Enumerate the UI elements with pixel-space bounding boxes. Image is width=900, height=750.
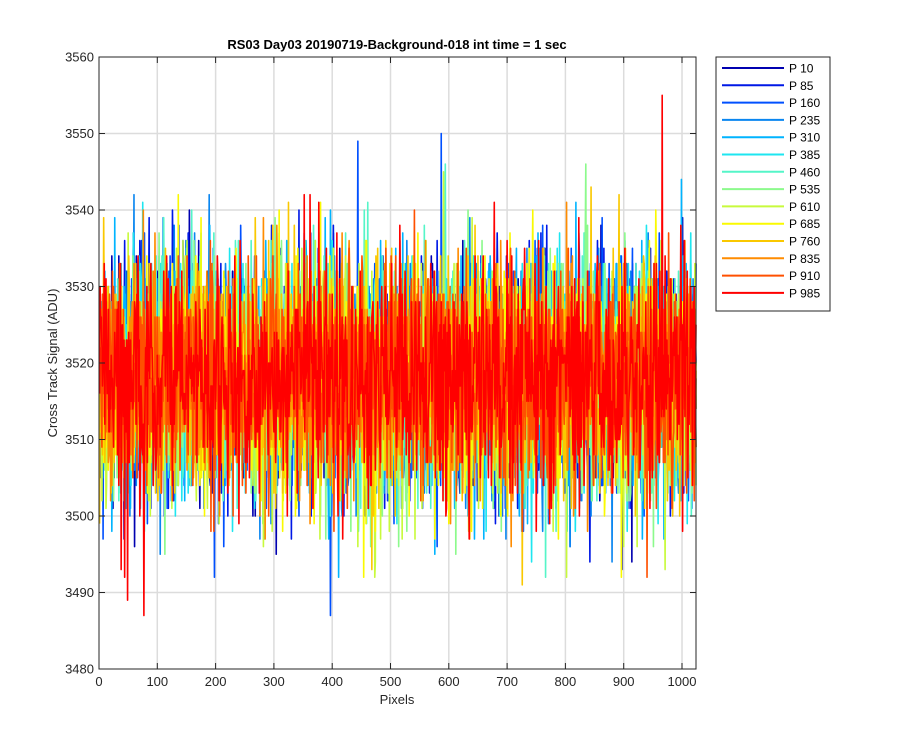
series-line-p-985 — [98, 94, 697, 617]
y-tick-label: 3550 — [65, 126, 94, 141]
legend-entry: P 160 — [789, 96, 820, 110]
y-axis: 3480 3490 3500 3510 3520 3530 3540 3550 3560 — [65, 50, 696, 677]
chart-title: RS03 Day03 20190719-Background-018 int t… — [227, 37, 566, 52]
y-tick-label: 3490 — [65, 585, 94, 600]
legend-entry: P 685 — [789, 217, 820, 231]
legend-entry: P 85 — [789, 79, 814, 93]
y-axis-label: Cross Track Signal (ADU) — [45, 289, 60, 438]
legend-entry: P 310 — [789, 131, 820, 145]
legend-entry: P 610 — [789, 200, 820, 214]
y-tick-label: 3480 — [65, 662, 94, 677]
x-tick-label: 400 — [321, 674, 343, 689]
y-tick-label: 3560 — [65, 50, 94, 65]
x-tick-label: 100 — [146, 674, 168, 689]
x-tick-label: 600 — [438, 674, 460, 689]
legend-entry: P 10 — [789, 62, 814, 76]
legend: P 10 P 85 P 160 P 235 P 310 P 385 P 460 P 535 P … — [715, 56, 831, 312]
legend-entry: P 535 — [789, 183, 820, 197]
legend-entry: P 235 — [789, 113, 820, 127]
y-tick-label: 3530 — [65, 279, 94, 294]
legend-box — [715, 56, 831, 312]
y-tick-label: 3500 — [65, 509, 94, 524]
x-tick-label: 700 — [496, 674, 518, 689]
legend-entry: P 910 — [789, 269, 820, 283]
legend-entry: P 985 — [789, 286, 820, 300]
y-tick-label: 3510 — [65, 432, 94, 447]
legend-entry: P 760 — [789, 235, 820, 249]
x-tick-label: 0 — [95, 674, 102, 689]
legend-entry: P 385 — [789, 148, 820, 162]
x-tick-label: 800 — [555, 674, 577, 689]
series-lines — [98, 94, 697, 617]
x-axis: 0 100 200 300 400 500 600 700 800 900 1000 — [95, 57, 696, 689]
x-tick-label: 1000 — [668, 674, 697, 689]
x-tick-label: 300 — [263, 674, 285, 689]
y-tick-label: 3520 — [65, 356, 94, 371]
x-tick-label: 200 — [205, 674, 227, 689]
legend-entry: P 835 — [789, 252, 820, 266]
y-tick-label: 3540 — [65, 203, 94, 218]
x-tick-label: 900 — [613, 674, 635, 689]
legend-entry: P 460 — [789, 165, 820, 179]
x-axis-label: Pixels — [380, 692, 415, 707]
x-tick-label: 500 — [380, 674, 402, 689]
